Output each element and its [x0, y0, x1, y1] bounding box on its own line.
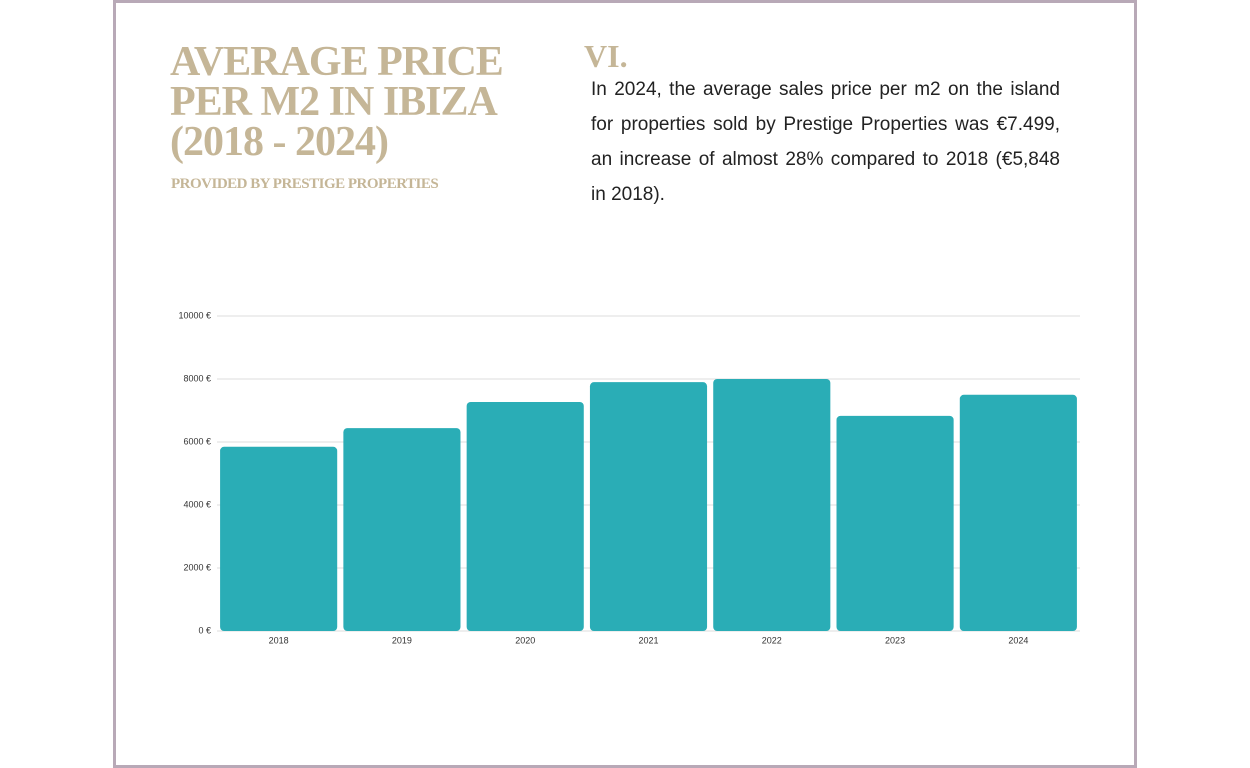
y-tick-label: 2000 € — [183, 562, 211, 572]
bar — [713, 379, 831, 631]
bar — [343, 428, 461, 631]
y-tick-label: 6000 € — [183, 436, 211, 446]
x-tick-label: 2019 — [392, 635, 412, 645]
x-tick-label: 2023 — [885, 635, 905, 645]
y-tick-label: 8000 € — [183, 373, 211, 383]
y-tick-label: 4000 € — [183, 499, 211, 509]
subtitle: PROVIDED BY PRESTIGE PROPERTIES — [171, 176, 439, 192]
x-tick-label: 2018 — [269, 635, 289, 645]
x-tick-label: 2022 — [762, 635, 782, 645]
x-tick-label: 2020 — [515, 635, 535, 645]
title: AVERAGE PRICE PER M2 IN IBIZA (2018 - 20… — [170, 39, 504, 165]
bar — [589, 382, 708, 631]
bar — [220, 446, 338, 631]
section-number: VI. — [584, 38, 628, 74]
y-tick-label: 10000 € — [178, 310, 211, 320]
y-tick-label: 0 € — [198, 625, 211, 635]
bar — [959, 394, 1077, 631]
x-tick-label: 2024 — [1008, 635, 1028, 645]
x-tick-label: 2021 — [638, 635, 658, 645]
bar — [466, 401, 584, 631]
bar — [836, 415, 954, 631]
paragraph: In 2024, the average sales price per m2 … — [591, 79, 1060, 205]
